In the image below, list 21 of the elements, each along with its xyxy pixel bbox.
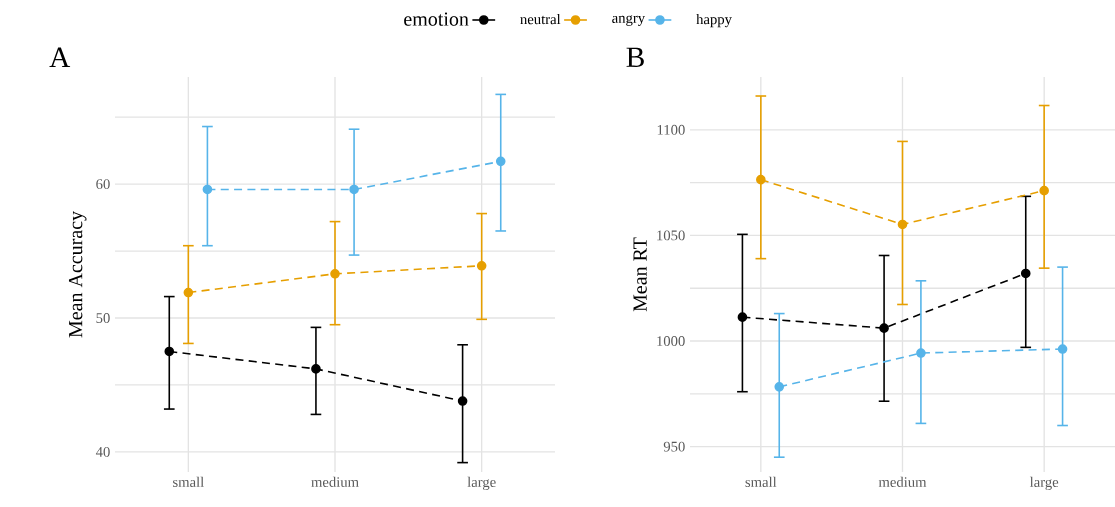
y-axis-title: Mean Accuracy (68, 211, 87, 338)
chart-title: A (49, 47, 71, 67)
x-tick-label: medium (878, 476, 927, 488)
chart-title: B (626, 47, 644, 67)
legend-title: emotion (404, 12, 469, 26)
y-tick-label: 1100 (657, 124, 685, 135)
y-tick-label: 1050 (657, 230, 685, 241)
y-tick-label: 50 (96, 313, 110, 323)
y-tick-label: 1000 (657, 336, 685, 346)
x-tick-label: small (745, 476, 777, 488)
legend-label: neutral (520, 13, 561, 25)
legend-label: angry (612, 15, 646, 26)
y-tick-label: 950 (663, 441, 685, 452)
x-tick-label: large (1029, 476, 1059, 491)
legend-label: happy (696, 13, 732, 28)
y-axis-title: Mean RT (633, 237, 647, 312)
y-tick-label: 60 (96, 179, 110, 190)
y-tick-label: 40 (95, 446, 110, 457)
x-tick-label: small (173, 476, 204, 488)
x-tick-label: medium (311, 476, 359, 488)
x-tick-label: large (467, 476, 496, 491)
